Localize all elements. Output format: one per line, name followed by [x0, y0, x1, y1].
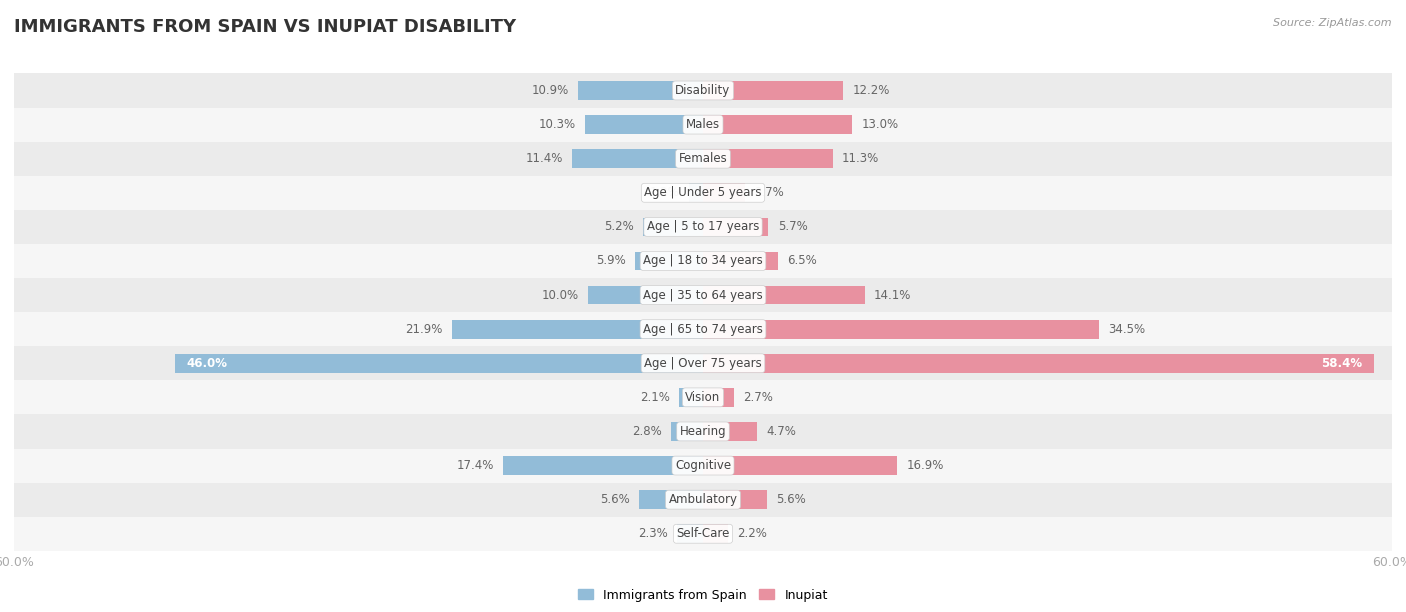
- Text: Age | 65 to 74 years: Age | 65 to 74 years: [643, 323, 763, 335]
- Bar: [14, 244, 1392, 278]
- Text: IMMIGRANTS FROM SPAIN VS INUPIAT DISABILITY: IMMIGRANTS FROM SPAIN VS INUPIAT DISABIL…: [14, 18, 516, 36]
- Bar: [503, 456, 703, 475]
- Bar: [14, 176, 1392, 210]
- Bar: [671, 422, 703, 441]
- Bar: [578, 81, 703, 100]
- Text: 12.2%: 12.2%: [852, 84, 890, 97]
- Text: 46.0%: 46.0%: [186, 357, 228, 370]
- Text: Age | Over 75 years: Age | Over 75 years: [644, 357, 762, 370]
- Bar: [703, 252, 778, 271]
- Text: 3.7%: 3.7%: [755, 186, 785, 200]
- Text: 6.5%: 6.5%: [787, 255, 817, 267]
- Bar: [679, 388, 703, 407]
- Text: Source: ZipAtlas.com: Source: ZipAtlas.com: [1274, 18, 1392, 28]
- Bar: [689, 184, 703, 202]
- Text: 13.0%: 13.0%: [862, 118, 898, 131]
- Bar: [14, 346, 1392, 380]
- Text: 58.4%: 58.4%: [1322, 357, 1362, 370]
- Text: 10.9%: 10.9%: [531, 84, 568, 97]
- Text: 21.9%: 21.9%: [405, 323, 443, 335]
- Text: 2.7%: 2.7%: [744, 391, 773, 404]
- Bar: [703, 490, 768, 509]
- Text: Ambulatory: Ambulatory: [668, 493, 738, 506]
- Text: Cognitive: Cognitive: [675, 459, 731, 472]
- Bar: [703, 524, 728, 543]
- Text: Age | Under 5 years: Age | Under 5 years: [644, 186, 762, 200]
- Bar: [703, 115, 852, 134]
- Text: Age | 18 to 34 years: Age | 18 to 34 years: [643, 255, 763, 267]
- Text: 2.8%: 2.8%: [631, 425, 662, 438]
- Text: Females: Females: [679, 152, 727, 165]
- Text: 11.3%: 11.3%: [842, 152, 879, 165]
- Text: 17.4%: 17.4%: [457, 459, 494, 472]
- Bar: [14, 483, 1392, 517]
- Bar: [14, 414, 1392, 449]
- Bar: [703, 81, 844, 100]
- Bar: [703, 217, 769, 236]
- Text: 2.1%: 2.1%: [640, 391, 669, 404]
- Text: 16.9%: 16.9%: [907, 459, 943, 472]
- Text: Disability: Disability: [675, 84, 731, 97]
- Bar: [703, 354, 1374, 373]
- Bar: [14, 312, 1392, 346]
- Bar: [14, 278, 1392, 312]
- Bar: [174, 354, 703, 373]
- Text: 11.4%: 11.4%: [526, 152, 562, 165]
- Text: Males: Males: [686, 118, 720, 131]
- Text: 1.2%: 1.2%: [650, 186, 681, 200]
- Text: 2.3%: 2.3%: [638, 528, 668, 540]
- Bar: [703, 320, 1099, 338]
- Bar: [638, 490, 703, 509]
- Text: 5.2%: 5.2%: [605, 220, 634, 233]
- Text: Age | 5 to 17 years: Age | 5 to 17 years: [647, 220, 759, 233]
- Bar: [14, 73, 1392, 108]
- Bar: [703, 184, 745, 202]
- Bar: [703, 422, 756, 441]
- Bar: [572, 149, 703, 168]
- Bar: [14, 141, 1392, 176]
- Text: 4.7%: 4.7%: [766, 425, 796, 438]
- Bar: [676, 524, 703, 543]
- Bar: [703, 456, 897, 475]
- Bar: [14, 517, 1392, 551]
- Text: 2.2%: 2.2%: [738, 528, 768, 540]
- Bar: [636, 252, 703, 271]
- Text: Hearing: Hearing: [679, 425, 727, 438]
- Text: 5.6%: 5.6%: [600, 493, 630, 506]
- Text: 34.5%: 34.5%: [1108, 323, 1146, 335]
- Bar: [644, 217, 703, 236]
- Bar: [14, 210, 1392, 244]
- Bar: [703, 149, 832, 168]
- Text: Vision: Vision: [685, 391, 721, 404]
- Text: 5.6%: 5.6%: [776, 493, 806, 506]
- Text: 5.9%: 5.9%: [596, 255, 626, 267]
- Bar: [703, 286, 865, 304]
- Legend: Immigrants from Spain, Inupiat: Immigrants from Spain, Inupiat: [574, 584, 832, 606]
- Bar: [585, 115, 703, 134]
- Bar: [14, 449, 1392, 483]
- Bar: [588, 286, 703, 304]
- Text: 5.7%: 5.7%: [778, 220, 807, 233]
- Bar: [14, 380, 1392, 414]
- Text: Age | 35 to 64 years: Age | 35 to 64 years: [643, 289, 763, 302]
- Text: Self-Care: Self-Care: [676, 528, 730, 540]
- Bar: [703, 388, 734, 407]
- Text: 14.1%: 14.1%: [875, 289, 911, 302]
- Bar: [451, 320, 703, 338]
- Text: 10.0%: 10.0%: [541, 289, 579, 302]
- Text: 10.3%: 10.3%: [538, 118, 575, 131]
- Bar: [14, 108, 1392, 141]
